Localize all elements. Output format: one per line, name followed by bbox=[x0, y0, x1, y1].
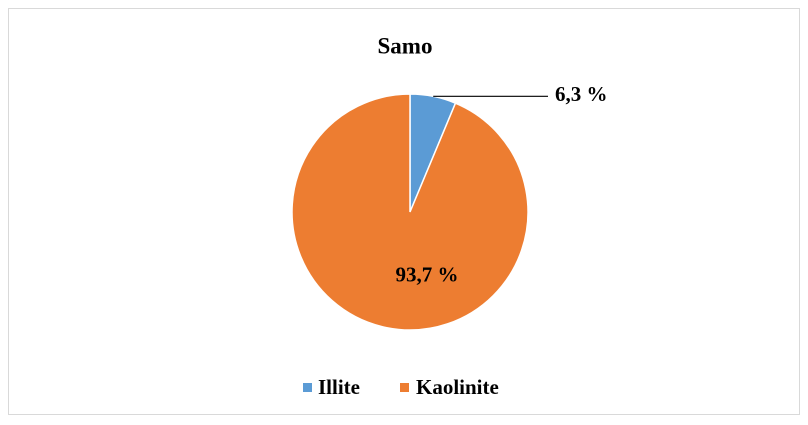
legend-label: Illite bbox=[318, 375, 360, 399]
legend-swatch bbox=[400, 383, 409, 392]
legend-label: Kaolinite bbox=[416, 375, 499, 399]
legend-swatch bbox=[303, 383, 312, 392]
data-label: 6,3 % bbox=[555, 82, 608, 106]
pie-slice bbox=[291, 93, 529, 331]
data-label: 93,7 % bbox=[396, 263, 459, 287]
chart-title: Samo bbox=[378, 33, 433, 58]
